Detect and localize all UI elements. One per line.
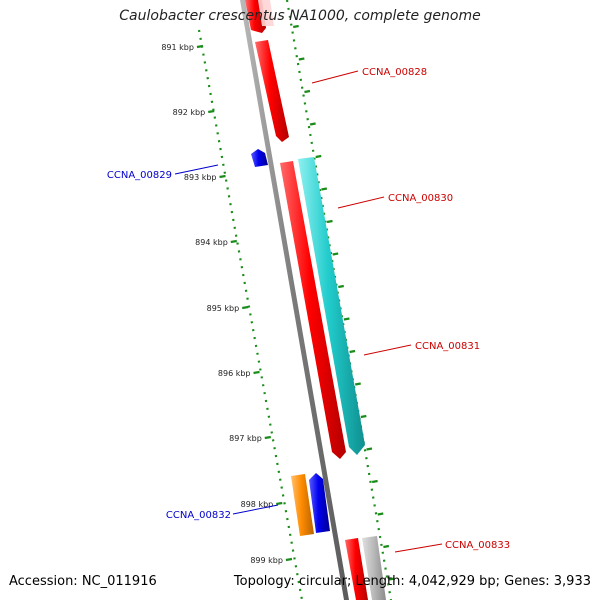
label-leader-ccna-00832 — [232, 504, 279, 515]
gene-label-ccna-00828[interactable]: CCNA_00828 — [362, 67, 427, 78]
gene-feature-ccna-00831[interactable] — [298, 157, 365, 455]
outer-tick — [377, 512, 384, 516]
ruler-labels: 891 kbp 892 kbp 893 kbp 894 kbp 895 kbp 896 k… — [161, 43, 283, 565]
cyan-arrow-icon — [298, 157, 365, 455]
outer-tick — [366, 447, 373, 451]
gene-feature-ccna-00828[interactable] — [245, 0, 289, 142]
red-arrow-icon — [255, 40, 289, 142]
gene-feature-ccna-00830[interactable] — [280, 161, 346, 459]
outer-tick — [343, 317, 350, 321]
gene-feature-ccna-00833[interactable] — [345, 536, 386, 600]
outer-tick — [292, 24, 299, 29]
label-leader-ccna-00829 — [174, 164, 219, 175]
outer-tick — [321, 187, 328, 191]
inner-tick — [208, 109, 215, 114]
inner-ruler — [197, 29, 304, 601]
topology-info: Topology: circular; Length: 4,042,929 bp… — [233, 574, 591, 589]
inner-tick — [242, 305, 249, 310]
outer-tick — [309, 122, 316, 126]
map-title: Caulobacter crescentus NA1000, complete … — [119, 8, 481, 24]
outer-tick — [315, 154, 322, 159]
outer-tick — [360, 414, 367, 419]
gene-label-ccna-00831[interactable]: CCNA_00831 — [415, 341, 480, 352]
ruler-label: 899 kbp — [250, 556, 283, 565]
label-leader-ccna-00831 — [363, 344, 412, 356]
outer-tick — [304, 89, 311, 94]
inner-tick — [285, 557, 293, 562]
label-leader-ccna-00833 — [394, 543, 443, 553]
accession-label: Accession: NC_011916 — [9, 574, 157, 589]
gene-label-ccna-00833[interactable]: CCNA_00833 — [445, 540, 510, 551]
inner-tick — [264, 435, 271, 440]
ruler-label: 892 kbp — [173, 108, 206, 117]
outer-tick — [388, 577, 395, 581]
outer-tick — [298, 57, 305, 61]
inner-tick-marks — [196, 44, 293, 562]
ruler-label: 897 kbp — [229, 434, 262, 443]
outer-tick — [332, 252, 339, 256]
blue-arrow-icon — [309, 473, 330, 533]
gene-feature-ccna-00829[interactable] — [251, 149, 268, 167]
inner-tick — [196, 44, 204, 49]
inner-tick — [230, 239, 237, 244]
orange-block-icon — [291, 474, 314, 536]
inner-tick — [219, 174, 226, 179]
red-arrow-icon — [345, 538, 368, 600]
outer-tick — [371, 479, 378, 484]
ruler-label: 893 kbp — [184, 173, 217, 182]
outer-tick — [349, 349, 356, 354]
outer-tick — [383, 544, 390, 549]
label-leader-ccna-00828 — [311, 70, 359, 84]
ruler-label: 891 kbp — [161, 43, 194, 52]
gene-feature-ccna-00832[interactable] — [291, 473, 330, 536]
ruler-label: 896 kbp — [218, 369, 251, 378]
red-arrow-icon — [280, 161, 346, 459]
outer-tick — [326, 219, 333, 224]
ruler-label: 894 kbp — [195, 238, 228, 247]
gene-pink-highlight — [258, 0, 274, 26]
inner-tick — [253, 370, 260, 375]
label-leader-ccna-00830 — [337, 196, 385, 209]
outer-tick — [338, 284, 344, 289]
gene-label-ccna-00830[interactable]: CCNA_00830 — [388, 193, 453, 204]
gray-arrow-icon — [362, 536, 386, 600]
gene-label-ccna-00829[interactable]: CCNA_00829 — [107, 170, 172, 181]
ruler-label: 898 kbp — [241, 500, 274, 509]
inner-tick — [276, 501, 283, 506]
inner-ruler-line — [197, 29, 304, 601]
outer-tick-marks — [292, 24, 395, 581]
gene-label-ccna-00832[interactable]: CCNA_00832 — [166, 510, 231, 521]
genome-backbone — [240, 0, 349, 600]
outer-tick — [355, 382, 361, 386]
blue-arrow-icon — [251, 149, 268, 167]
ruler-label: 895 kbp — [207, 304, 240, 313]
